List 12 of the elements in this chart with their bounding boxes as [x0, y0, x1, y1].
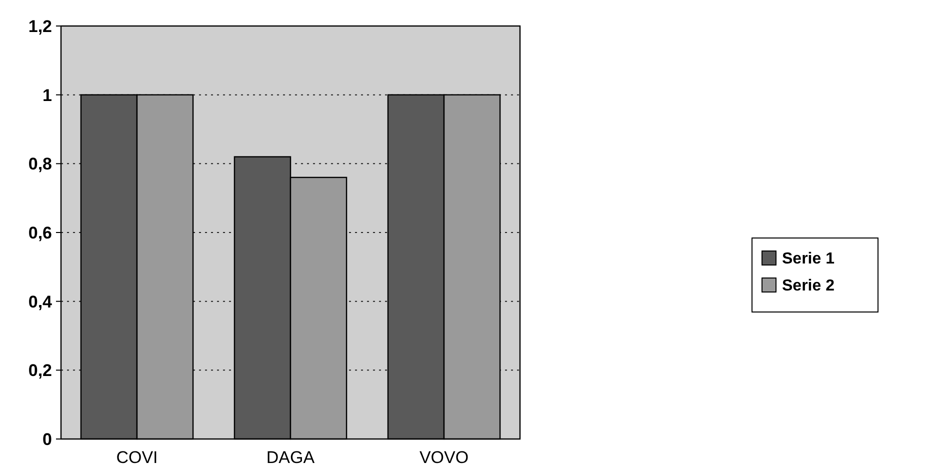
y-tick-label: 0: [42, 430, 52, 449]
y-tick-label: 0,6: [28, 223, 52, 242]
y-tick-label: 1: [42, 86, 52, 105]
x-tick-label: DAGA: [266, 448, 316, 467]
y-tick-label: 0,2: [28, 361, 52, 380]
x-tick-label: COVI: [116, 448, 158, 467]
y-tick-label: 1,2: [28, 16, 52, 36]
y-tick-label: 0,8: [28, 154, 52, 174]
legend-label: Serie 2: [782, 278, 835, 295]
legend-label: Serie 1: [782, 250, 835, 268]
y-tick-label: 0,4: [28, 292, 53, 312]
x-tick-label: VOVO: [419, 448, 469, 467]
